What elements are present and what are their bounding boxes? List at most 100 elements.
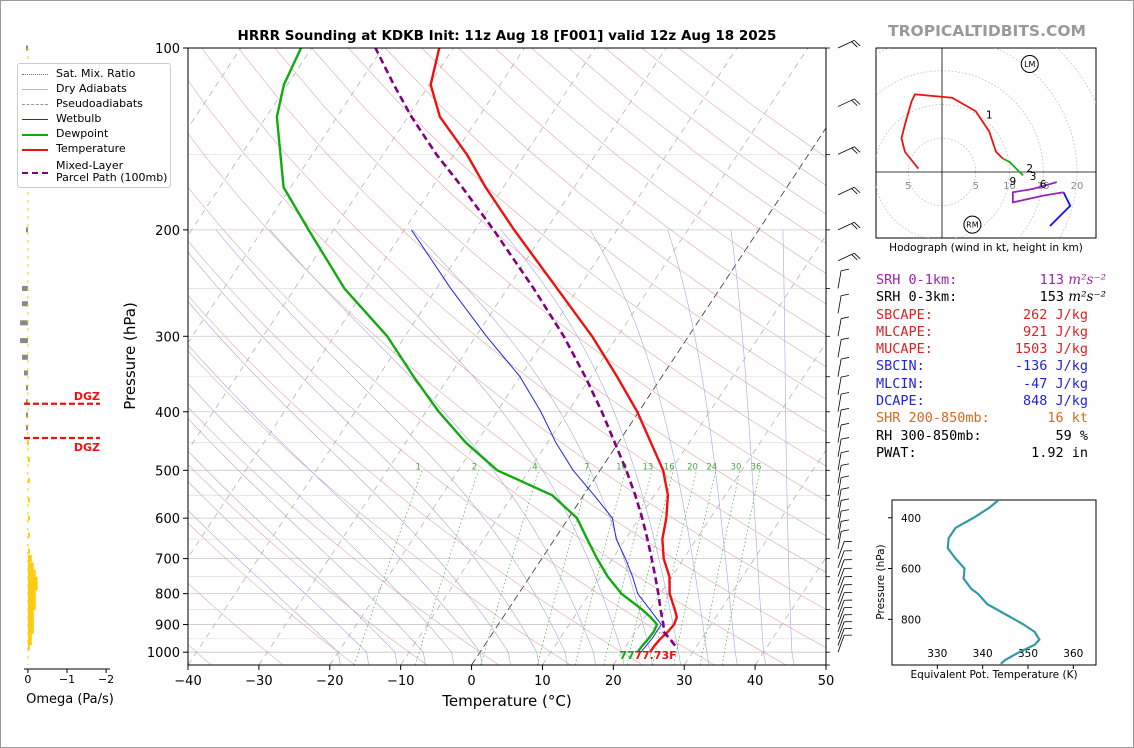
wind-barb <box>837 599 853 618</box>
barb-flag <box>841 422 850 426</box>
mixing-ratio-line <box>480 470 540 665</box>
wind-barb <box>837 450 850 471</box>
legend-swatch <box>22 143 48 155</box>
dry-adiabat <box>311 48 826 467</box>
legend-swatch <box>22 160 48 174</box>
mixing-ratio-label: 30 <box>731 462 742 472</box>
stat-label: MLCAPE: <box>876 323 933 340</box>
stat-label: SBCAPE: <box>876 306 933 323</box>
wind-barb <box>837 550 853 568</box>
wind-barb <box>837 463 850 484</box>
wind-barb <box>837 252 861 262</box>
omega-bar <box>27 497 30 503</box>
wind-barb <box>837 293 850 314</box>
omega-bar <box>22 354 28 360</box>
dry-adiabat <box>188 240 715 665</box>
stat-label: SRH 0-3km: <box>876 289 958 306</box>
theta-e-y-tick-label: 400 <box>901 513 921 525</box>
dry-adiabat <box>188 295 643 665</box>
moist-adiabat <box>215 229 568 665</box>
barb-flag <box>841 407 850 411</box>
omega-bar <box>27 569 36 577</box>
barb-flag <box>854 186 861 194</box>
dry-adiabat <box>421 48 826 368</box>
barb-staff <box>837 568 845 586</box>
legend-swatch <box>22 113 48 125</box>
mixing-ratio-label: 1 <box>415 462 420 472</box>
moist-adiabat <box>188 251 540 665</box>
dry-adiabat <box>458 48 826 336</box>
skew-t-axes: −40 −30 −20 −10 0 10 20 30 40 50 Temperature (°C) 1… <box>121 42 834 710</box>
wind-barbs <box>837 40 861 653</box>
moist-adiabat <box>269 229 596 665</box>
y-tick-label: 200 <box>155 224 180 239</box>
barb-flag <box>851 254 858 261</box>
wind-barb <box>837 634 853 653</box>
stat-row: MUCAPE: 1503 J/kg <box>876 341 1116 358</box>
hodograph-height-label: 2 <box>1026 163 1033 175</box>
mixing-ratio-line <box>414 470 479 665</box>
stat-row: SRH 0-1km: 113 m²s⁻² <box>876 272 1116 289</box>
wind-barb <box>837 316 850 337</box>
legend-label: Mixed-Layer Parcel Path (100mb) <box>56 159 168 184</box>
x-tick-label: 10 <box>534 674 551 689</box>
skew-t-background-lines: 1 2 4 7 10 13 16 20 24 30 36 <box>188 48 826 665</box>
barb-staff <box>837 541 845 559</box>
wind-barb <box>837 614 853 632</box>
stat-row: MLCAPE: 921 J/kg <box>876 324 1116 341</box>
isotherm <box>683 449 826 665</box>
wind-barb <box>837 487 850 508</box>
barb-staff <box>837 531 842 550</box>
wind-barb <box>837 392 850 412</box>
omega-bar <box>27 615 34 623</box>
barb-flag <box>854 221 861 229</box>
dry-adiabat <box>384 48 826 400</box>
omega-bar <box>27 532 30 538</box>
barb-flag <box>851 223 858 230</box>
barb-flag <box>841 392 850 395</box>
moist-adiabat <box>188 383 455 665</box>
barb-staff <box>837 358 842 377</box>
legend-swatch <box>22 83 48 95</box>
barb-flag <box>851 188 858 195</box>
stat-value: 848 J/kg <box>1023 393 1088 409</box>
omega-tick-label: −2 <box>98 673 114 686</box>
barb-staff <box>837 393 842 412</box>
stat-row: MLCIN: -47 J/kg <box>876 376 1116 393</box>
isotherm <box>188 48 454 451</box>
stat-value: 262 J/kg <box>1023 307 1088 323</box>
x-tick-label: 50 <box>818 674 835 689</box>
stat-row: SBCAPE: 262 J/kg <box>876 307 1116 324</box>
mixing-ratio-line <box>626 470 674 665</box>
barb-staff <box>837 221 855 231</box>
barb-staff <box>837 377 842 395</box>
omega-bar <box>27 562 34 570</box>
stat-row: RH 300-850mb: 59 % <box>876 428 1116 445</box>
theta-e-y-axis-label: Pressure (hPa) <box>875 544 887 619</box>
moist-adiabat <box>188 344 483 665</box>
dry-adiabat <box>188 133 826 648</box>
stat-label: SHR 200-850mb: <box>876 410 990 427</box>
moist-adiabat <box>589 229 710 665</box>
site-branding: TROPICALTIDBITS.COM <box>888 22 1086 40</box>
omega-tick-label: 0 <box>24 673 31 686</box>
isotherm <box>188 48 525 559</box>
barb-flag <box>841 519 850 522</box>
moist-adiabat <box>667 229 738 665</box>
dry-adiabat <box>188 186 787 665</box>
stat-row: SHR 200-850mb: 16 kt <box>876 410 1116 427</box>
barb-staff <box>837 600 845 618</box>
theta-e-frame <box>891 499 1097 666</box>
omega-tick-label: −1 <box>59 673 75 686</box>
theta-e-y-tick-label: 800 <box>901 614 921 626</box>
stat-label: MUCAPE: <box>876 341 933 358</box>
dry-adiabat <box>348 48 826 433</box>
stat-unit: m²s⁻² <box>1064 289 1106 306</box>
hodograph-height-label: 9 <box>1010 176 1017 188</box>
wind-barb <box>837 621 853 639</box>
wind-barb <box>837 268 850 289</box>
stat-value: 16 kt <box>1047 410 1088 426</box>
moist-adiabat <box>412 229 653 665</box>
wind-barb <box>837 541 853 559</box>
